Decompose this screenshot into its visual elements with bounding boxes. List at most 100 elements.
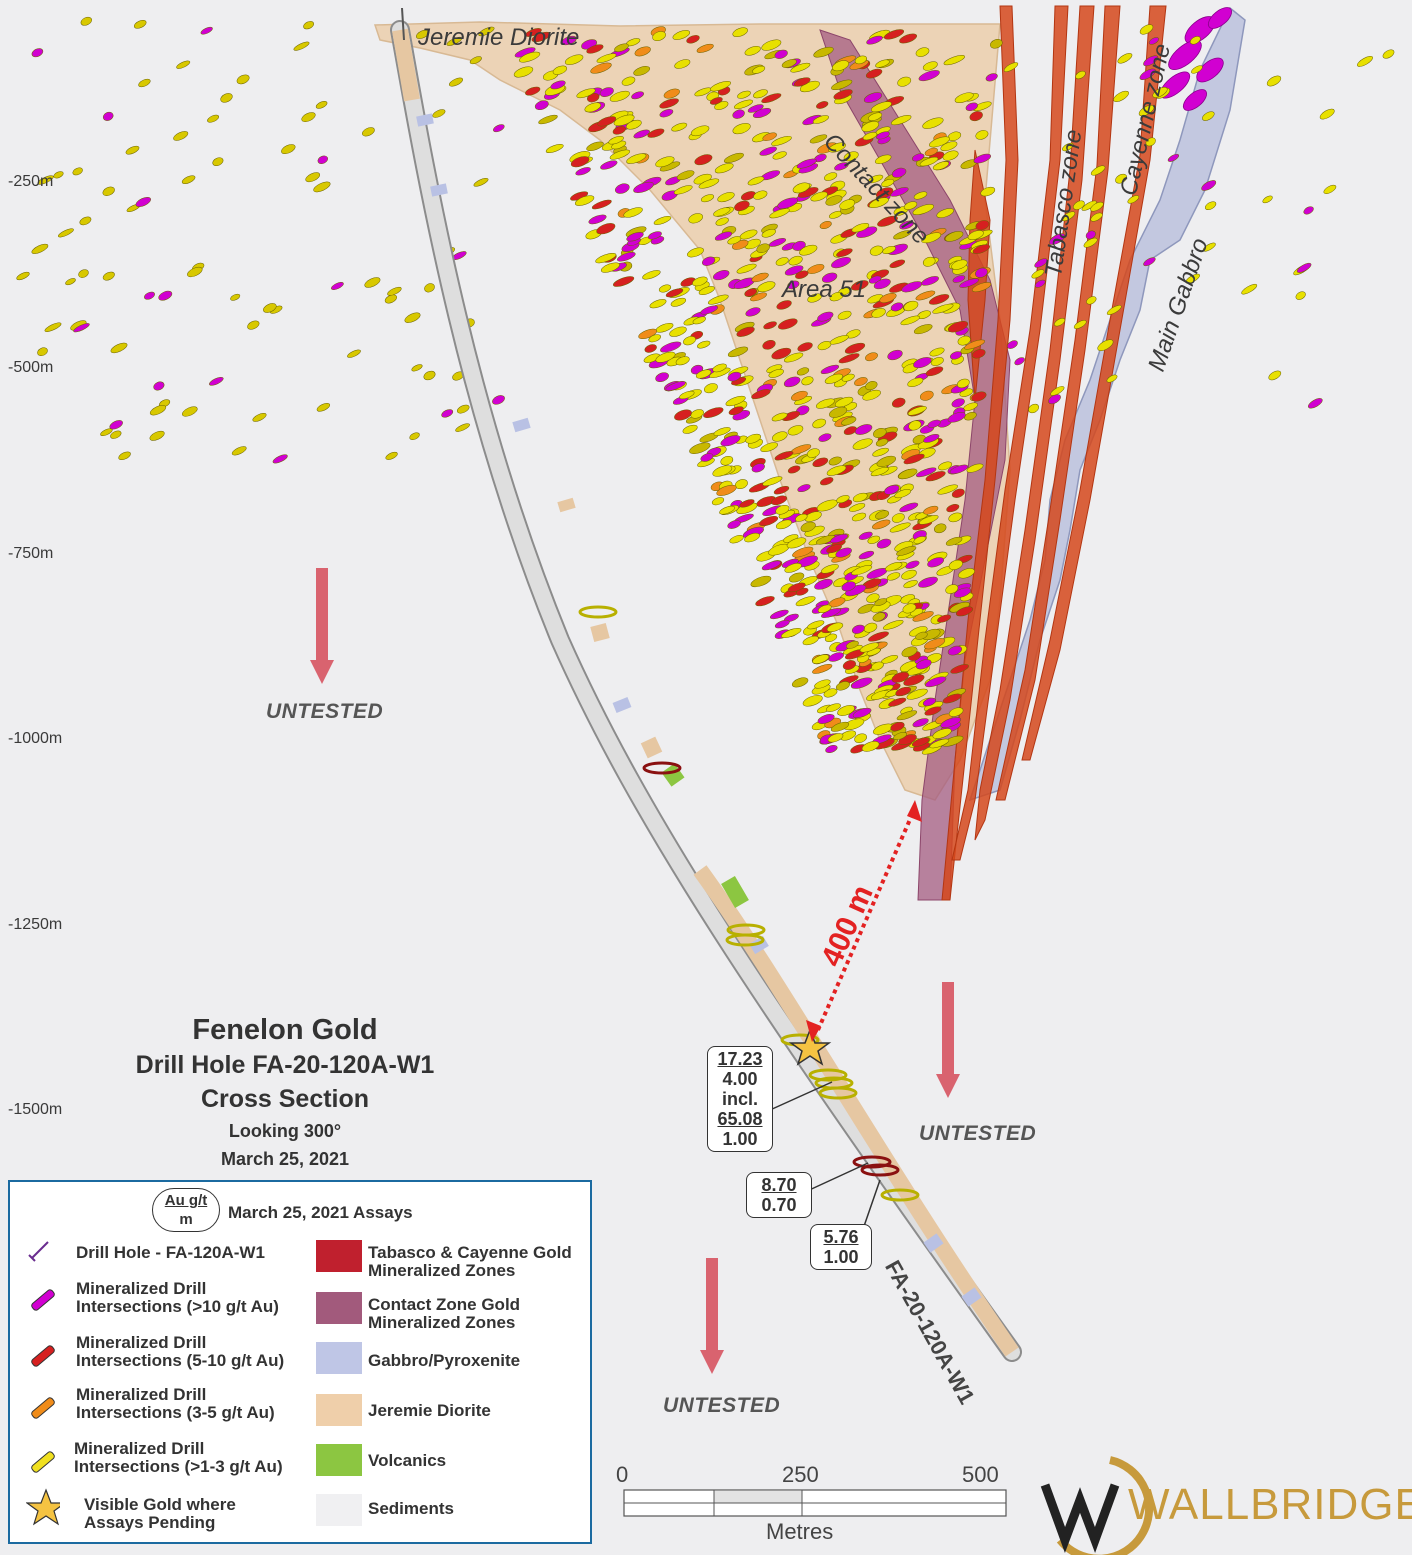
intersection-disc — [807, 293, 822, 303]
intersection-disc — [1138, 104, 1155, 117]
intersection-disc — [957, 335, 971, 346]
area-51-label: Area 51 — [782, 276, 867, 303]
intersection-disc — [247, 320, 260, 330]
intersection-disc — [744, 532, 760, 543]
intersection-disc — [891, 513, 905, 523]
intersection-disc — [831, 257, 851, 269]
intersection-disc — [1190, 36, 1201, 45]
intersection-disc — [176, 60, 191, 69]
intersection-disc — [570, 156, 590, 168]
intersection-disc — [872, 612, 886, 622]
assay-1-grade: 17.23 — [717, 1049, 763, 1069]
legend-gt5-10-line1: Mineralized Drill — [76, 1333, 207, 1352]
intersection-disc — [772, 431, 788, 442]
intersection-disc — [700, 305, 718, 315]
intersection-disc — [771, 347, 792, 360]
intersection-disc — [713, 427, 731, 436]
intersection-disc — [921, 276, 939, 286]
intersection-disc — [858, 531, 873, 540]
intersection-disc — [918, 70, 940, 82]
intersection-disc — [895, 686, 911, 697]
intersection-disc — [959, 278, 979, 288]
intersection-disc — [432, 109, 446, 118]
legend-contact-zone: Contact Zone Gold Mineralized Zones — [368, 1296, 520, 1332]
intersection-disc — [841, 581, 856, 592]
intersection-disc — [921, 232, 942, 244]
intersection-disc — [473, 177, 489, 187]
intersection-disc — [899, 220, 914, 230]
intersection-disc — [531, 31, 551, 43]
intersection-disc — [561, 35, 577, 46]
intersection-disc — [626, 153, 647, 164]
intersection-disc — [863, 92, 883, 103]
intersection-disc — [874, 154, 892, 164]
intersection-disc — [787, 425, 804, 436]
intersection-disc — [1191, 65, 1203, 74]
intersection-disc — [896, 710, 918, 721]
intersection-disc — [633, 129, 650, 139]
intersection-disc — [896, 545, 917, 556]
intersection-disc — [898, 468, 918, 480]
intersection-disc — [912, 434, 926, 445]
intersection-disc — [714, 163, 734, 174]
intersection-disc — [1007, 340, 1018, 349]
intersection-disc — [745, 433, 761, 444]
depth-label-750: -750m — [8, 545, 54, 562]
intersection-disc — [652, 31, 666, 42]
intersection-disc — [903, 201, 918, 210]
intersection-disc — [971, 282, 992, 293]
intersection-disc — [969, 111, 983, 122]
intersection-disc — [207, 114, 220, 123]
intersection-disc — [826, 622, 844, 633]
intersection-disc — [1054, 318, 1066, 327]
intersection-disc — [753, 89, 768, 99]
intersection-disc — [815, 398, 835, 409]
intersection-disc — [774, 619, 790, 629]
intersection-disc — [660, 341, 682, 353]
intersection-disc — [834, 162, 849, 171]
intersection-disc — [1034, 258, 1048, 268]
intersection-disc — [791, 677, 809, 688]
intersection-disc — [525, 28, 542, 37]
intersection-disc — [672, 30, 691, 40]
intersection-disc — [690, 409, 704, 419]
legend-gt5-10-line2: Intersections (5-10 g/t Au) — [76, 1351, 285, 1370]
intersection-disc — [875, 510, 890, 520]
intersection-disc — [810, 191, 828, 202]
intersection-disc — [891, 115, 912, 126]
intersection-disc — [940, 141, 958, 152]
intersection-disc — [868, 174, 884, 184]
intersection-disc — [690, 125, 710, 137]
intersection-disc — [519, 51, 541, 63]
intersection-disc — [230, 293, 241, 301]
intersection-disc — [858, 550, 875, 560]
intersection-disc — [812, 418, 827, 429]
intersection-disc — [73, 323, 90, 333]
legend-tabasco-cayenne-line1: Tabasco & Cayenne Gold — [368, 1243, 572, 1262]
intersection-disc — [712, 363, 727, 373]
intersection-disc — [787, 582, 806, 593]
intersection-disc — [703, 407, 724, 418]
intersection-disc — [918, 576, 938, 588]
intersection-disc — [812, 654, 830, 664]
intersection-disc — [72, 167, 83, 176]
intersection-disc — [891, 671, 909, 683]
intersection-disc — [769, 609, 789, 620]
intersection-disc — [595, 252, 617, 264]
intersection-disc — [865, 352, 878, 362]
intersection-disc — [633, 66, 651, 76]
wallbridge-logo-mark — [1040, 1456, 1154, 1555]
intersection-disc — [903, 453, 925, 465]
intersection-disc — [828, 456, 842, 466]
intersection-disc — [912, 204, 934, 216]
intersection-disc — [854, 377, 868, 387]
intersection-disc — [872, 447, 889, 457]
intersection-disc — [948, 707, 964, 717]
intersection-disc — [597, 116, 617, 127]
intersection-disc — [1050, 386, 1065, 396]
intersection-disc — [1319, 108, 1335, 120]
legend-gt1-3-line2: Intersections (>1-3 g/t Au) — [74, 1457, 283, 1476]
intersection-disc — [53, 171, 64, 179]
intersection-disc — [836, 248, 853, 258]
intersection-disc — [552, 65, 568, 75]
